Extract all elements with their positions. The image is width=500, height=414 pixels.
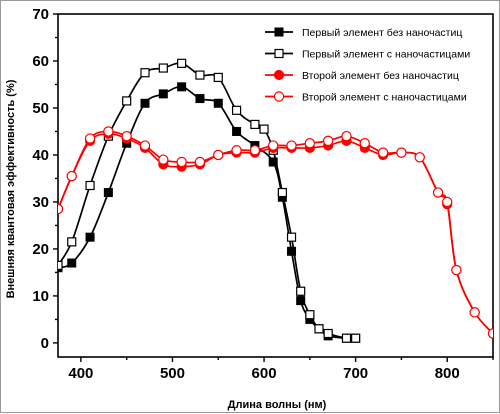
series-1: [58, 82, 361, 343]
x-tick-label: 500: [160, 365, 185, 382]
series-1-point: [140, 98, 150, 108]
series-2-point: [296, 286, 306, 296]
y-tick-label: 70: [32, 6, 49, 23]
series-2-point: [58, 260, 63, 270]
series-2-line: [58, 62, 356, 340]
series-2-point: [351, 333, 361, 343]
series-1-point: [296, 296, 306, 306]
series-2-point: [85, 180, 95, 191]
series-2-point: [305, 310, 315, 320]
series-1-point: [195, 94, 205, 104]
series-4-point: [377, 147, 389, 158]
legend-label: Второй элемент без наночастиц: [302, 70, 459, 82]
series-group: [58, 58, 493, 343]
series-4-point: [268, 140, 279, 151]
series-4-point: [194, 156, 206, 168]
plot-frame: [57, 13, 494, 358]
series-1-point: [85, 232, 95, 242]
legend-swatch-marker: [274, 27, 284, 37]
series-4-point: [121, 130, 132, 142]
series-2-point: [341, 333, 352, 343]
series-4-point: [286, 140, 297, 151]
series-4-point: [103, 126, 114, 137]
legend-item-4: Второй элемент с наночастицами: [265, 91, 467, 104]
series-2-point: [259, 124, 269, 134]
series-4-point: [158, 154, 169, 165]
series-1-point: [287, 246, 297, 256]
series-2-point: [250, 119, 260, 130]
series-clip-group: [58, 58, 493, 343]
series-4-point: [487, 328, 493, 339]
legend-item-1: Первый элемент без наночастиц: [265, 27, 462, 39]
x-tick-label: 400: [68, 365, 93, 382]
legend-swatch-marker: [273, 91, 285, 102]
series-4-point: [249, 145, 261, 156]
legend-label: Первый элемент без наночастиц: [302, 27, 462, 39]
series-2-point: [213, 72, 223, 83]
y-axis-title: Внешняя квантовая эффективность (%): [5, 79, 17, 298]
series-4-point: [414, 152, 425, 163]
legend-swatch-marker: [274, 48, 284, 59]
series-2-point: [314, 324, 324, 334]
y-tick-label: 30: [32, 194, 49, 211]
series-4-point: [231, 145, 242, 156]
series-1-point: [103, 188, 113, 198]
x-tick-label: 600: [252, 365, 277, 382]
y-tick-label: 40: [32, 147, 49, 164]
series-4-point: [396, 147, 407, 158]
series-4-point: [66, 170, 77, 182]
y-tick-label: 20: [32, 241, 49, 258]
series-2-point: [231, 105, 242, 115]
x-axis-title: Длина волны (нм): [228, 399, 327, 411]
axes: 400 500 600 700 800 0 10 20 30 40 50 60 70: [32, 6, 494, 382]
series-2-point: [277, 187, 287, 198]
series-2-point: [122, 96, 132, 106]
series-4-point: [359, 138, 370, 149]
series-2-point: [140, 68, 150, 78]
series-4-point: [139, 140, 151, 151]
y-tick-label: 0: [41, 335, 49, 352]
legend-label: Первый элемент с наночастицами: [302, 49, 470, 61]
x-tick-label: 700: [343, 365, 368, 382]
series-4-point: [322, 135, 334, 147]
legend: Первый элемент без наночастиц Первый элем…: [265, 27, 470, 104]
y-tick-label: 10: [32, 288, 49, 305]
legend-label: Второй элемент с наночастицами: [302, 92, 467, 104]
series-4: [58, 126, 493, 339]
y-tick-label: 60: [32, 53, 49, 70]
series-4-point: [58, 203, 64, 215]
series-4-point: [304, 138, 316, 149]
legend-item-2: Первый элемент с наночастицами: [265, 49, 470, 61]
series-1-point: [213, 98, 223, 108]
series-1-point: [158, 89, 168, 99]
series-4-point: [176, 156, 187, 168]
y-tick-label: 50: [32, 100, 49, 117]
series-2-point: [286, 232, 297, 242]
series-4-point: [213, 149, 224, 161]
series-2-point: [323, 328, 333, 339]
series-4-point: [442, 196, 453, 208]
series-4-point: [84, 133, 96, 144]
series-2-point: [158, 63, 168, 73]
series-2-point: [67, 237, 77, 247]
series-1-line: [58, 85, 356, 340]
series-4-point: [451, 264, 462, 276]
series-4-point: [469, 307, 480, 318]
legend-swatch-marker: [273, 69, 285, 81]
series-1-point: [232, 126, 242, 136]
series-1-point: [177, 82, 187, 92]
legend-item-3: Второй элемент без наночастиц: [265, 69, 459, 82]
series-2: [58, 58, 361, 343]
series-4-point: [432, 187, 444, 198]
series-1-point: [268, 157, 278, 167]
series-2-point: [195, 70, 205, 80]
x-tick-label: 800: [435, 365, 460, 382]
series-2-point: [177, 58, 187, 68]
series-1-point: [67, 258, 77, 268]
series-4-point: [341, 130, 352, 142]
